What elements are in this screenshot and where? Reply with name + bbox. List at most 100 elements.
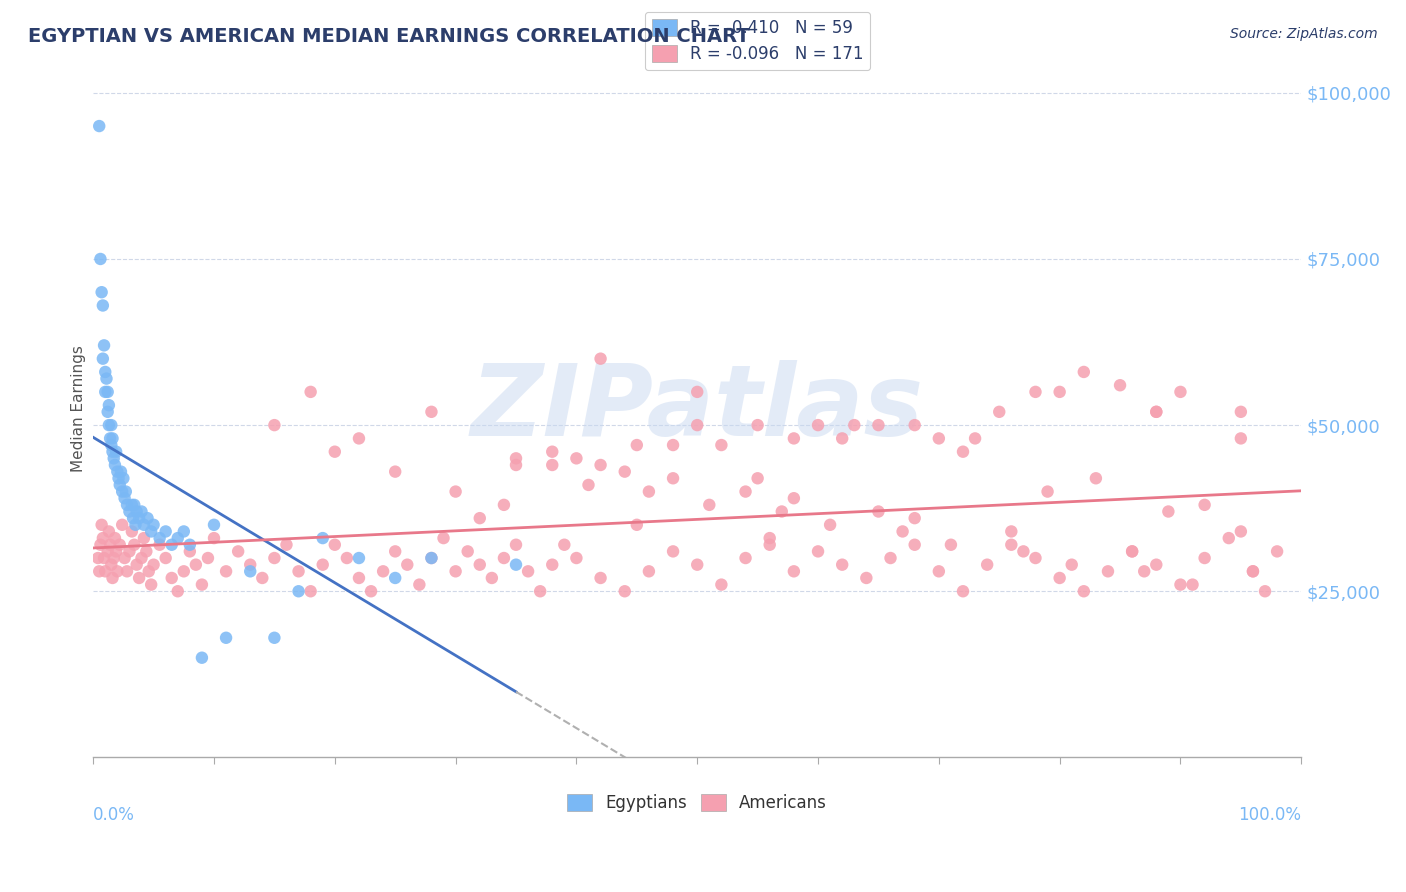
Point (114, 484, 136, 499)
Point (734, 551, 756, 566)
Point (844, 418, 866, 433)
Point (831, 558, 853, 572)
Point (336, 551, 359, 566)
Point (517, 564, 540, 578)
Point (1265, 544, 1288, 558)
Point (529, 584, 551, 599)
Point (505, 558, 527, 572)
Point (758, 538, 780, 552)
Point (347, 551, 370, 566)
Point (97, 405, 120, 419)
Point (118, 504, 141, 518)
Point (1230, 405, 1253, 419)
Point (202, 531, 225, 545)
Point (323, 538, 346, 552)
Point (734, 484, 756, 499)
Point (252, 571, 274, 585)
Point (1144, 405, 1167, 419)
Point (1144, 405, 1167, 419)
Point (97, 524, 120, 539)
Point (131, 551, 153, 566)
Point (121, 524, 143, 539)
Point (565, 451, 588, 466)
Point (578, 478, 600, 492)
Point (173, 564, 195, 578)
Point (783, 431, 806, 445)
Point (686, 558, 709, 572)
Point (1084, 471, 1107, 485)
Point (108, 478, 131, 492)
Point (202, 517, 225, 532)
Point (312, 531, 335, 545)
Point (747, 471, 769, 485)
Point (97, 384, 120, 399)
Point (384, 544, 406, 558)
Point (505, 458, 527, 472)
Point (160, 538, 183, 552)
Point (111, 517, 134, 532)
Point (1133, 564, 1156, 578)
Point (104, 458, 127, 472)
Point (103, 551, 125, 566)
Point (444, 564, 467, 578)
Point (505, 451, 527, 466)
Point (131, 504, 153, 518)
Point (1144, 558, 1167, 572)
Point (697, 498, 720, 512)
Point (115, 564, 138, 578)
Point (101, 571, 124, 585)
Point (100, 418, 122, 433)
Point (124, 517, 146, 532)
Point (125, 558, 148, 572)
Point (105, 465, 128, 479)
Point (128, 511, 150, 525)
Point (118, 544, 141, 558)
Point (94, 365, 117, 379)
Point (1230, 431, 1253, 445)
Point (122, 511, 145, 525)
Point (758, 531, 780, 545)
Point (1024, 384, 1046, 399)
Point (287, 564, 309, 578)
Point (191, 577, 214, 591)
Point (904, 538, 927, 552)
Point (613, 584, 636, 599)
Point (1073, 365, 1095, 379)
Point (770, 504, 793, 518)
Point (184, 558, 207, 572)
Point (128, 571, 150, 585)
Point (155, 524, 177, 539)
Point (432, 531, 454, 545)
Point (1000, 538, 1022, 552)
Point (384, 465, 406, 479)
Point (662, 471, 685, 485)
Point (107, 471, 129, 485)
Point (1230, 524, 1253, 539)
Point (91, 298, 114, 312)
Point (110, 465, 132, 479)
Point (263, 418, 285, 433)
Point (89, 538, 111, 552)
Point (976, 558, 998, 572)
Point (103, 451, 125, 466)
Point (1109, 378, 1132, 392)
Point (97, 544, 120, 558)
Point (155, 551, 177, 566)
Point (100, 558, 122, 572)
Point (492, 498, 515, 512)
Point (855, 571, 877, 585)
Point (952, 584, 974, 599)
Point (98, 431, 121, 445)
Point (98, 538, 121, 552)
Point (166, 531, 188, 545)
Point (90, 285, 112, 300)
Point (132, 517, 155, 532)
Point (141, 524, 163, 539)
Point (879, 551, 901, 566)
Point (710, 577, 733, 591)
Point (891, 524, 914, 539)
Point (1097, 564, 1119, 578)
Point (662, 544, 685, 558)
Point (1036, 484, 1059, 499)
Point (1049, 384, 1071, 399)
